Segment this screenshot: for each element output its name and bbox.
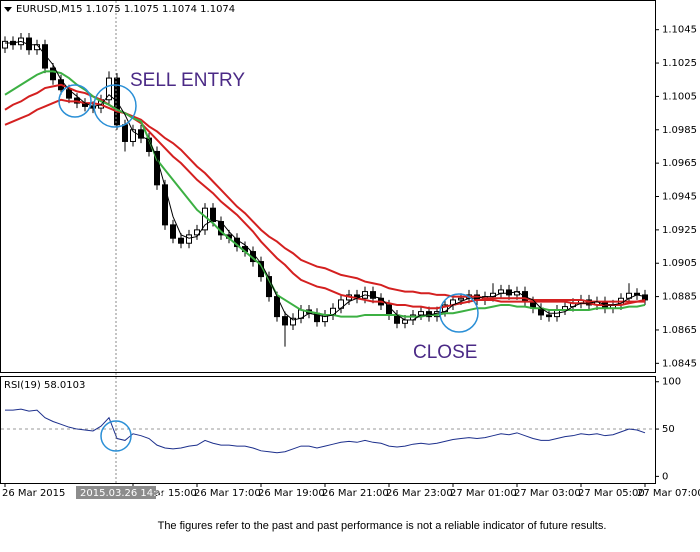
highlight-circle [93,84,137,128]
y-tick-label: 1.1025 [662,58,697,69]
series-line [5,40,646,321]
series-line [5,408,646,454]
highlight-circle [58,84,92,118]
candle-body [122,124,128,142]
chart-title: EURUSD,M15 1.1075 1.1075 1.1074 1.1074 [16,4,235,15]
candle-body [370,291,376,299]
series-line [4,70,646,318]
candle-body [402,319,408,324]
candle-body [546,314,552,318]
y-tick-label: 1.1045 [662,25,697,36]
y-tick-label: 1.0905 [662,258,697,269]
candle-body [2,40,8,49]
highlight-circle [439,293,479,333]
y-tick-label: 1.0945 [662,192,697,203]
y-tick-label: 0 [662,471,668,482]
candle-body [282,316,288,326]
annotation: SELL ENTRY [130,70,245,91]
y-tick-label: 1.1005 [662,91,697,102]
candle-body [178,237,184,244]
chart-title: RSI(19) 58.0103 [4,380,85,391]
menu-arrow [4,7,12,12]
highlight-circle [100,420,132,452]
y-tick-label: 1.0845 [662,358,697,369]
candle-body [50,67,56,81]
candle-body [138,129,144,139]
candle-body [130,129,136,142]
x-tick-label: 26 Mar 17:00 [194,488,261,499]
candle-body [458,297,464,301]
y-tick-label: 50 [662,424,675,435]
x-tick-label: 26 Mar 19:00 [258,488,325,499]
x-tick-label: 27 Mar 05:00 [578,488,645,499]
y-tick-label: 100 [662,377,681,388]
disclaimer: The figures refer to the past and past p… [158,520,607,532]
candle-body [170,224,176,239]
x-tick-label: 26 Mar 2015 [2,488,65,499]
candle-body [186,234,192,244]
y-tick-label: 1.0885 [662,292,697,303]
x-tick-label: 27 Mar 01:00 [450,488,517,499]
candle-body [210,207,216,223]
crosshair-label-box [76,486,156,499]
candle-body [162,184,168,226]
x-tick-label: 26 Mar 23:00 [386,488,453,499]
y-tick-label: 1.0865 [662,325,697,336]
main-panel [0,0,656,373]
annotation: CLOSE [413,342,477,363]
x-tick-label: 26 Mar 15:00 [130,488,197,499]
candle-body [290,317,296,326]
plot-area: EURUSD,M15 1.1075 1.1075 1.1074 1.1074 1.… [1,4,700,499]
candle-body [418,311,424,316]
rsi-panel [0,376,656,484]
y-tick-label: 1.0985 [662,125,697,136]
candle-body [42,44,48,69]
y-tick-label: 1.0965 [662,158,697,169]
y-tick-label: 1.0925 [662,225,697,236]
x-tick-label: 27 Mar 03:00 [514,488,581,499]
candle-body [642,294,648,301]
x-tick-label: 26 Mar 21:00 [322,488,389,499]
annotations: SELL ENTRY CLOSE [58,70,479,452]
crosshair-label: 2015.03.26 14:30 [80,488,169,499]
x-tick-label: 27 Mar 07:00 [637,488,700,499]
series-line [4,98,645,303]
candle-body [106,77,112,101]
